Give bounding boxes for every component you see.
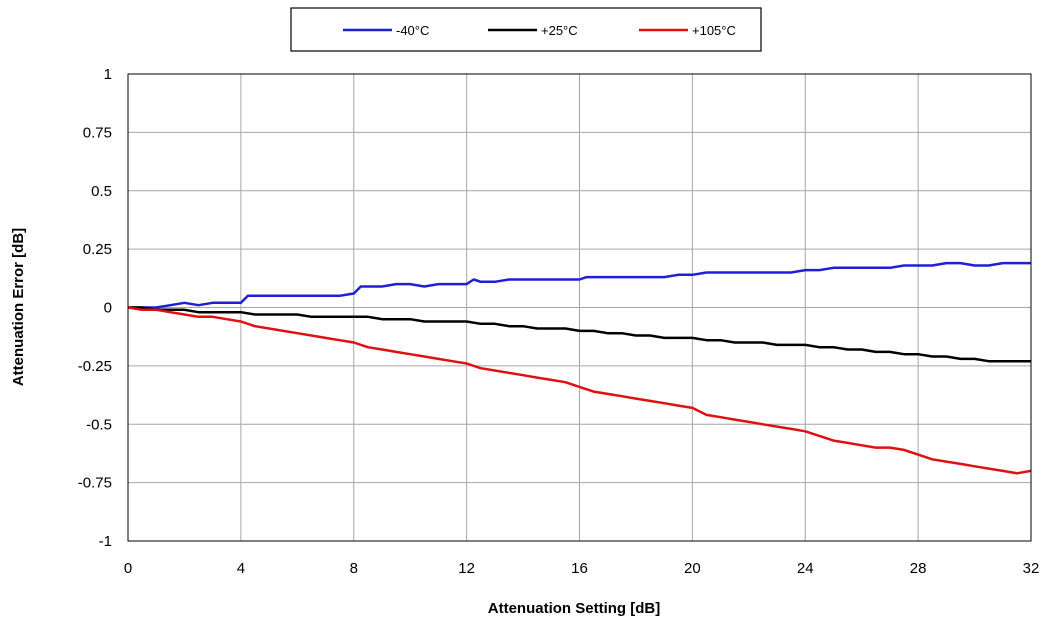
y-tick-label: 0.75 xyxy=(83,124,112,141)
y-tick-labels: 1 0.75 0.5 0.25 0 -0.25 -0.5 -0.75 -1 xyxy=(78,66,112,550)
grid xyxy=(127,73,1032,542)
y-tick-label: 0.25 xyxy=(83,241,112,258)
x-tick-label: 20 xyxy=(684,560,701,577)
x-tick-label: 24 xyxy=(797,560,814,577)
series-line-1 xyxy=(128,306,1031,363)
x-tick-labels: 0 4 8 12 16 20 24 28 32 xyxy=(124,560,1040,577)
legend-label-neg40: -40°C xyxy=(396,23,429,38)
y-tick-label: 0 xyxy=(104,300,112,317)
y-tick-label: -0.5 xyxy=(86,416,112,433)
y-tick-label: 1 xyxy=(104,66,112,83)
y-tick-label: -1 xyxy=(99,533,112,550)
plot-frame xyxy=(127,73,1032,542)
series-line-2 xyxy=(127,306,1032,475)
series-lines xyxy=(127,261,1032,475)
legend: -40°C +25°C +105°C xyxy=(290,7,762,52)
y-tick-label: -0.25 xyxy=(78,358,112,375)
x-tick-label: 12 xyxy=(458,560,475,577)
x-tick-label: 16 xyxy=(571,560,588,577)
y-tick-label: 0.5 xyxy=(91,183,112,200)
x-tick-label: 32 xyxy=(1023,560,1040,577)
x-tick-label: 28 xyxy=(910,560,927,577)
legend-entry-pos105: +105°C xyxy=(639,23,736,38)
legend-entry-neg40: -40°C xyxy=(343,23,429,38)
series-line-0 xyxy=(128,261,1031,309)
legend-label-pos25: +25°C xyxy=(541,23,578,38)
x-tick-label: 8 xyxy=(350,560,358,577)
x-axis-title: Attenuation Setting [dB] xyxy=(488,600,660,617)
x-tick-label: 4 xyxy=(237,560,245,577)
legend-label-pos105: +105°C xyxy=(692,23,736,38)
x-tick-label: 0 xyxy=(124,560,132,577)
y-axis-title: Attenuation Error [dB] xyxy=(10,228,27,386)
legend-entry-pos25: +25°C xyxy=(488,23,578,38)
y-tick-label: -0.75 xyxy=(78,475,112,492)
